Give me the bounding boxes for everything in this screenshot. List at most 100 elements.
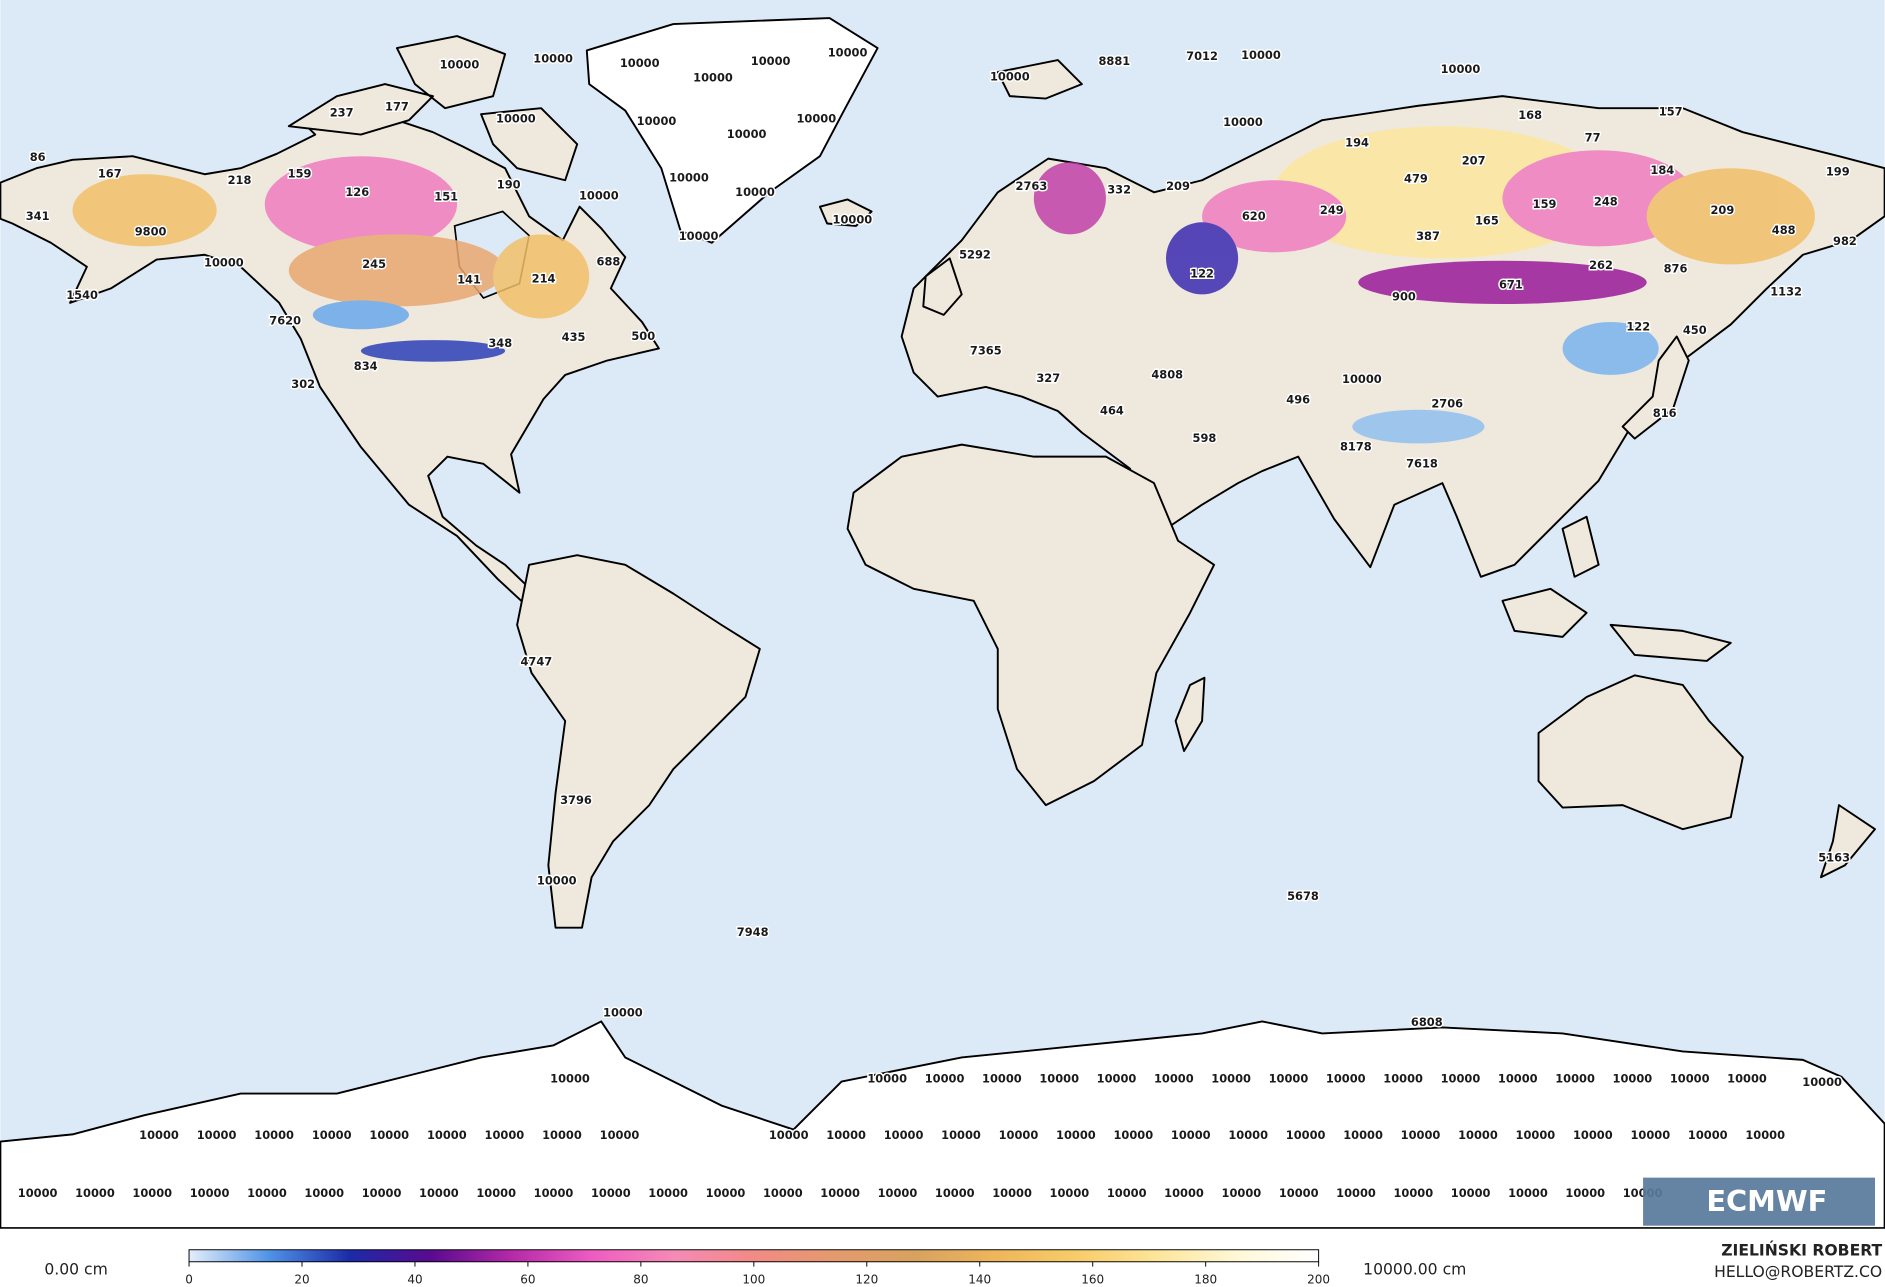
snow-patch [1202, 180, 1347, 253]
value-label: 10000 [1670, 1072, 1710, 1086]
value-label: 10000 [197, 1128, 237, 1142]
colorbar-tick-label: 80 [633, 1272, 648, 1286]
value-label: 10000 [1565, 1186, 1605, 1200]
value-label: 199 [1826, 164, 1850, 178]
value-label: 10000 [1223, 115, 1263, 129]
value-label: 10000 [1393, 1186, 1433, 1200]
south-america [516, 554, 761, 929]
value-label: 214 [532, 271, 556, 285]
value-label: 10000 [139, 1128, 179, 1142]
snow-patch [493, 234, 590, 319]
value-label: 207 [1462, 154, 1486, 168]
value-label: 1132 [1770, 285, 1802, 299]
value-label: 10000 [1451, 1186, 1491, 1200]
colorbar-tick-label: 180 [1194, 1272, 1217, 1286]
value-label: 10000 [533, 51, 573, 65]
max-label: 10000.00 cm [1363, 1261, 1466, 1279]
value-label: 10000 [820, 1186, 860, 1200]
value-label: 10000 [1342, 372, 1382, 386]
value-label: 209 [1710, 203, 1734, 217]
value-label: 10000 [796, 111, 836, 125]
snow-patch [360, 340, 506, 362]
value-label: 165 [1475, 214, 1499, 228]
value-label: 10000 [693, 71, 733, 85]
value-label: 10000 [679, 229, 719, 243]
value-label: 248 [1594, 194, 1618, 208]
arctic-islands [287, 35, 579, 182]
value-label: 10000 [1336, 1186, 1376, 1200]
value-label: 10000 [304, 1186, 344, 1200]
value-label: 10000 [1745, 1128, 1785, 1142]
snow-patch [1562, 322, 1659, 375]
value-label: 488 [1772, 223, 1796, 237]
colorbar-tick-label: 20 [294, 1272, 309, 1286]
value-label: 77 [1585, 131, 1601, 145]
snow-patch [72, 174, 217, 247]
colorbar-tick-label: 140 [968, 1272, 991, 1286]
value-label: 10000 [990, 69, 1030, 83]
colorbar [188, 1249, 1320, 1263]
value-label: 10000 [637, 114, 677, 128]
value-label: 7618 [1406, 456, 1438, 470]
value-label: 10000 [1279, 1186, 1319, 1200]
value-label: 10000 [769, 1128, 809, 1142]
value-label: 10000 [1508, 1186, 1548, 1200]
value-label: 10000 [1343, 1128, 1383, 1142]
madagascar [1174, 676, 1206, 753]
iceland [818, 198, 873, 227]
value-label: 327 [1036, 371, 1060, 385]
snow-patch [1646, 168, 1815, 265]
value-label: 10000 [1401, 1128, 1441, 1142]
value-label: 10000 [1050, 1186, 1090, 1200]
value-label: 8881 [1098, 54, 1130, 68]
value-label: 184 [1650, 163, 1674, 177]
colorbar-tick-label: 60 [520, 1272, 535, 1286]
value-label: 5163 [1818, 851, 1850, 865]
value-label: 10000 [1326, 1072, 1366, 1086]
new-zealand [1819, 804, 1876, 879]
value-label: 237 [330, 105, 354, 119]
value-label: 10000 [1802, 1075, 1842, 1089]
value-label: 10000 [1113, 1128, 1153, 1142]
value-label: 387 [1416, 229, 1440, 243]
value-label: 10000 [550, 1072, 590, 1086]
value-label: 141 [457, 272, 481, 286]
value-label: 2763 [1016, 179, 1048, 193]
value-label: 3796 [560, 793, 592, 807]
snow-patch [1352, 409, 1485, 444]
snow-patch [1166, 222, 1239, 295]
value-label: 10000 [1164, 1186, 1204, 1200]
value-label: 10000 [935, 1186, 975, 1200]
min-label: 0.00 cm [44, 1261, 108, 1279]
value-label: 190 [497, 178, 521, 192]
value-label: 10000 [542, 1128, 582, 1142]
value-label: 10000 [1441, 62, 1481, 76]
value-label: 10000 [706, 1186, 746, 1200]
snow-patch [288, 234, 506, 307]
value-label: 4747 [520, 655, 552, 669]
value-label: 341 [26, 209, 50, 223]
value-label: 151 [434, 190, 458, 204]
value-label: 10000 [312, 1128, 352, 1142]
value-label: 10000 [982, 1072, 1022, 1086]
value-label: 122 [1626, 319, 1650, 333]
value-label: 10000 [620, 56, 660, 70]
value-label: 157 [1659, 104, 1683, 118]
antarctica [0, 1020, 1885, 1230]
value-label: 10000 [1688, 1128, 1728, 1142]
snow-patch [312, 300, 409, 330]
value-label: 348 [488, 336, 512, 350]
value-label: 1540 [66, 288, 98, 302]
australia [1537, 674, 1744, 831]
value-label: 10000 [603, 1006, 643, 1020]
value-label: 10000 [476, 1186, 516, 1200]
value-label: 10000 [419, 1186, 459, 1200]
value-label: 435 [562, 330, 586, 344]
value-label: 10000 [1211, 1072, 1251, 1086]
value-label: 10000 [1039, 1072, 1079, 1086]
value-label: 86 [30, 150, 46, 164]
value-label: 10000 [999, 1128, 1039, 1142]
value-label: 10000 [1107, 1186, 1147, 1200]
value-label: 194 [1345, 136, 1369, 150]
value-label: 10000 [884, 1128, 924, 1142]
